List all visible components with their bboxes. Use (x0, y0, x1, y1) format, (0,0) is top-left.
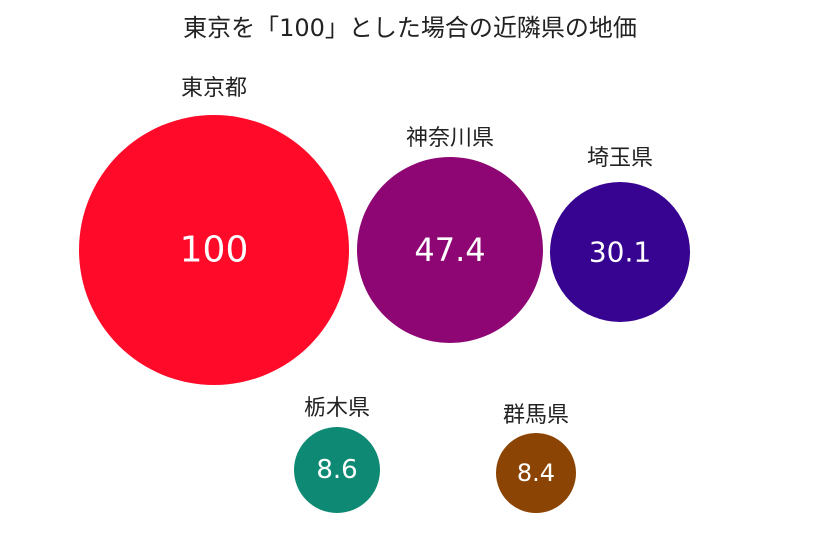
bubble-value-gunma: 8.4 (517, 459, 555, 487)
bubble-value-tochigi: 8.6 (316, 455, 357, 485)
bubble-value-tokyo: 100 (180, 230, 249, 271)
bubble-label-kanagawa: 神奈川県 (406, 126, 494, 151)
bubble-circle-tochigi (294, 427, 380, 513)
bubble-value-saitama: 30.1 (589, 236, 651, 269)
bubble-label-tokyo: 東京都 (181, 76, 247, 101)
bubble-kanagawa: 47.4 神奈川県 (357, 126, 543, 343)
bubble-value-kanagawa: 47.4 (414, 231, 485, 269)
chart-title: 東京を「100」とした場合の近隣県の地価 (183, 14, 637, 42)
bubble-circle-kanagawa (357, 157, 543, 343)
bubble-saitama: 30.1 埼玉県 (550, 146, 690, 322)
bubble-gunma: 8.4 群馬県 (496, 403, 576, 513)
bubble-tokyo: 100 東京都 (79, 76, 349, 385)
bubble-circle-saitama (550, 182, 690, 322)
bubble-tochigi: 8.6 栃木県 (294, 396, 380, 513)
bubble-label-saitama: 埼玉県 (587, 146, 653, 171)
bubble-label-tochigi: 栃木県 (304, 396, 370, 421)
bubble-circle-gunma (496, 433, 576, 513)
bubble-circle-tokyo (79, 115, 349, 385)
bubble-label-gunma: 群馬県 (503, 403, 569, 428)
